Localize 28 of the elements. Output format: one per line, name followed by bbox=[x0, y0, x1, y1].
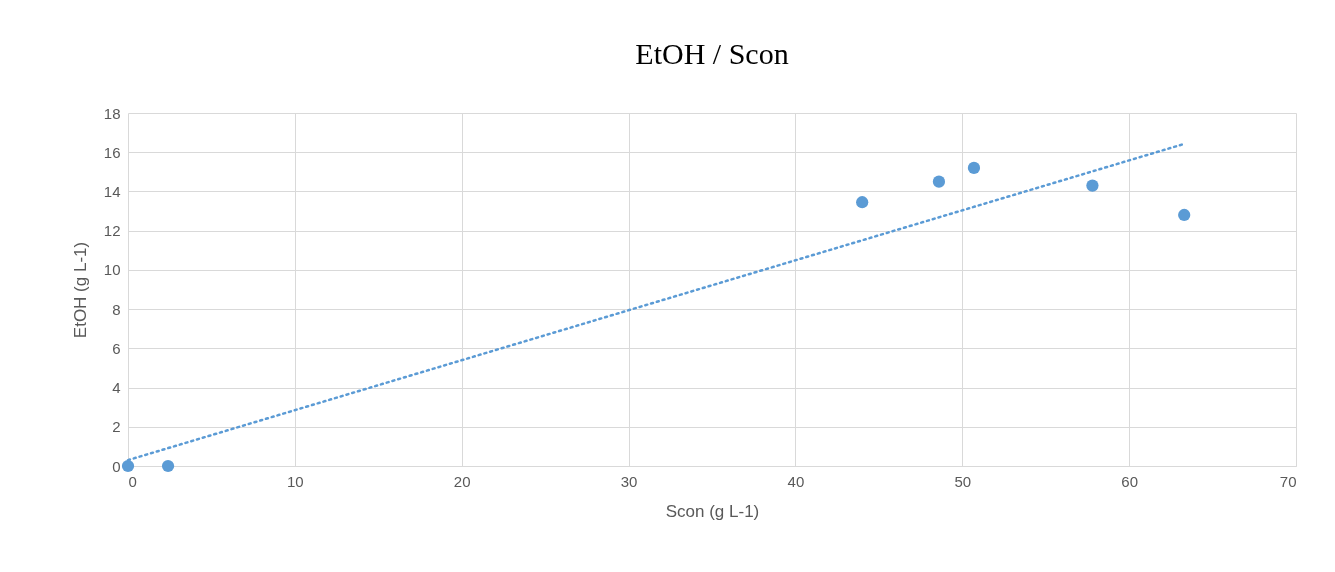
y-tick-label: 10 bbox=[103, 261, 121, 279]
y-tick-label: 4 bbox=[112, 379, 121, 397]
x-tick-label: 70 bbox=[1279, 472, 1297, 490]
x-tick-label: 30 bbox=[620, 472, 638, 490]
point bbox=[856, 196, 869, 209]
x-tick-label: 40 bbox=[787, 472, 805, 490]
point bbox=[967, 161, 981, 175]
point bbox=[1178, 208, 1191, 222]
x-tick-label: 10 bbox=[287, 472, 304, 490]
y-tick-label: 0 bbox=[112, 457, 121, 475]
y-tick-label: 18 bbox=[103, 104, 121, 122]
y-tick-label: 8 bbox=[112, 300, 121, 318]
y-tick-label: 6 bbox=[112, 339, 121, 357]
point bbox=[932, 175, 946, 188]
x-tick-label: 50 bbox=[954, 472, 972, 490]
x-tick-label: 20 bbox=[453, 472, 471, 490]
y-tick-label: 12 bbox=[103, 222, 121, 240]
point bbox=[161, 459, 175, 473]
y-tick-label: 16 bbox=[103, 143, 121, 161]
x-tick-label: 60 bbox=[1121, 472, 1138, 490]
y-tick-label: 14 bbox=[103, 182, 121, 200]
x-tick-label: 0 bbox=[128, 472, 137, 490]
y-tick-label: 2 bbox=[112, 418, 121, 436]
point bbox=[121, 459, 135, 473]
x-axis-title: Scon (g L-1) bbox=[665, 501, 760, 521]
point bbox=[1086, 179, 1099, 192]
y-axis-title: EtOH (g L-1) bbox=[70, 241, 90, 339]
chart-title: EtOH / Scon bbox=[635, 37, 789, 70]
